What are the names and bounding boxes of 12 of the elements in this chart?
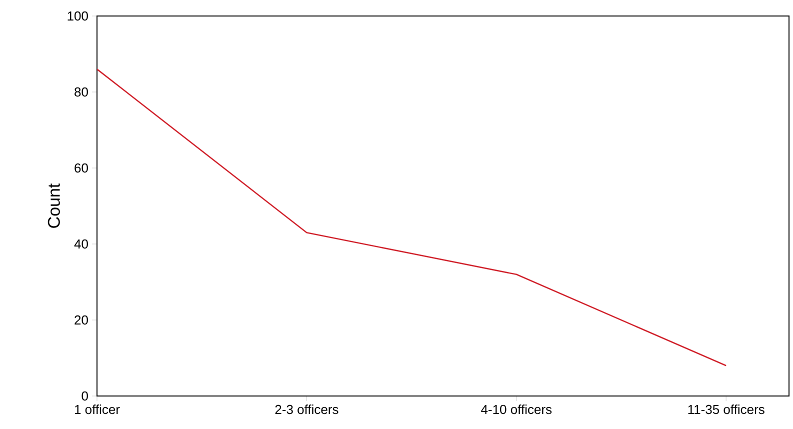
y-tick-label: 80	[74, 87, 88, 97]
x-tick-label: 1 officer	[74, 404, 120, 414]
y-tick-label: 0	[82, 391, 88, 401]
y-axis-title: Count	[48, 183, 60, 228]
x-tick-label: 4-10 officers	[481, 404, 552, 414]
y-tick-label: 40	[74, 239, 88, 249]
x-tick-label: 11-35 officers	[688, 404, 764, 414]
y-tick-label: 20	[74, 315, 88, 325]
x-tick-label: 2-3 officers	[275, 404, 338, 414]
y-tick-label: 60	[74, 163, 88, 173]
line-series	[97, 68, 727, 366]
y-tick-label: 100	[68, 11, 88, 21]
